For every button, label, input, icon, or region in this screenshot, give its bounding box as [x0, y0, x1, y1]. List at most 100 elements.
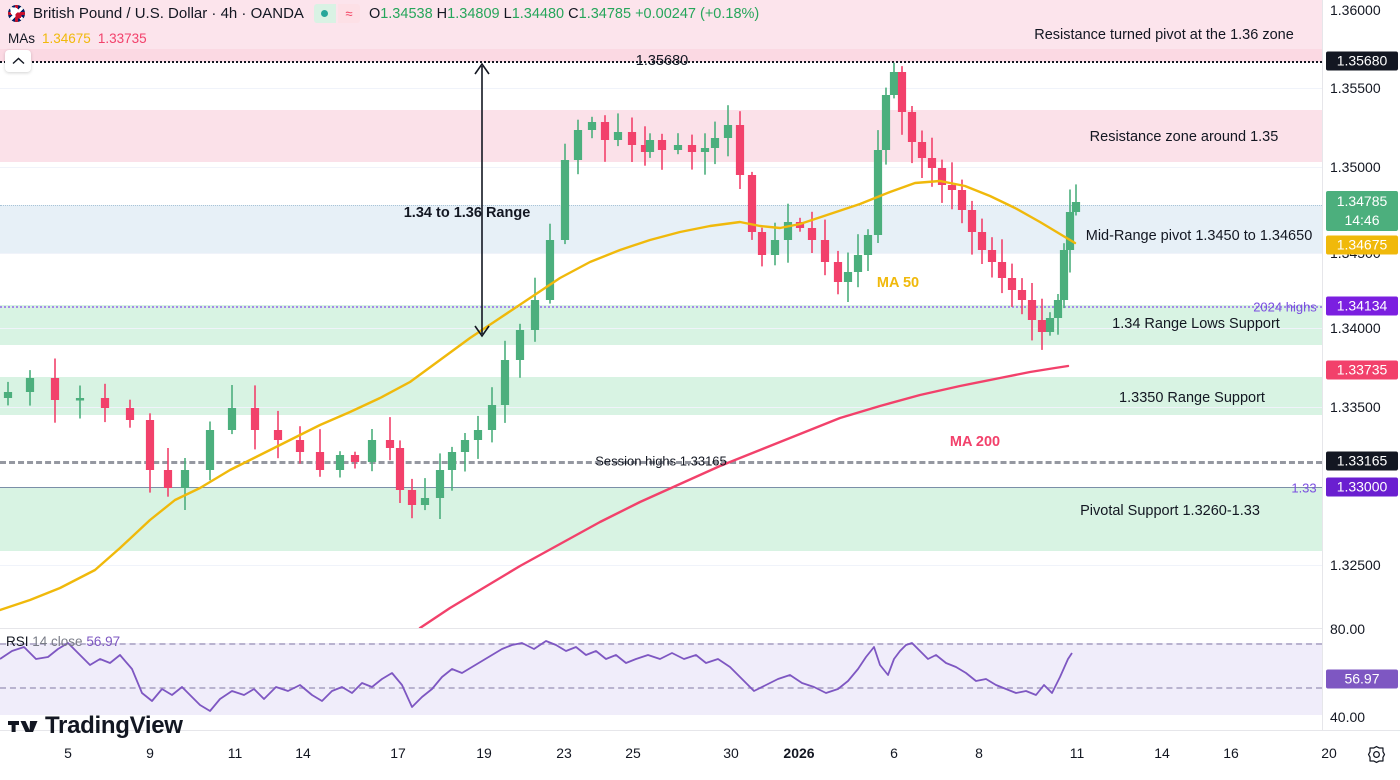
current-price-badge[interactable]: 1.34785 14:46: [1326, 191, 1398, 231]
time-axis-tick: 14: [295, 745, 311, 761]
time-axis-tick: 20: [1321, 745, 1337, 761]
zone-134-range-lows: [0, 305, 1322, 345]
time-axis-tick: 5: [64, 745, 72, 761]
ohlc-low-label: L: [503, 5, 512, 22]
rsi-band: [0, 643, 1322, 715]
annotation-resistance-136[interactable]: Resistance turned pivot at the 1.36 zone: [1034, 27, 1294, 43]
annotation-mid-range-pivot[interactable]: Mid-Range pivot 1.3450 to 1.34650: [1085, 228, 1313, 244]
annotation-session-highs[interactable]: Session highs 1.33165: [595, 453, 727, 469]
price-axis-tick: 1.36000: [1330, 2, 1381, 18]
time-axis-tick: 25: [625, 745, 641, 761]
rsi-axis-tick: 80.00: [1330, 621, 1366, 637]
ohlc-high-value: 1.34809: [447, 5, 500, 22]
time-axis-tick: 19: [476, 745, 492, 761]
ohlc-low-value: 1.34480: [511, 5, 565, 22]
annotation-resistance-135[interactable]: Resistance zone around 1.35: [1089, 129, 1279, 145]
ma200-badge[interactable]: 1.33735: [1326, 360, 1398, 380]
uk-us-flag-icon: [8, 5, 25, 22]
time-axis-tick: 23: [556, 745, 572, 761]
price-badge-value: 1.34785: [1336, 193, 1388, 209]
session-highs-badge[interactable]: 1.33165: [1326, 451, 1398, 471]
time-axis-tick: 11: [227, 745, 243, 761]
time-axis-tick: 9: [146, 745, 154, 761]
time-axis-tick: 30: [723, 745, 739, 761]
ma200-legend-value: 1.33735: [97, 30, 147, 46]
time-axis-tick: 8: [975, 745, 983, 761]
level-line-range-top: [0, 61, 1322, 63]
rsi-value-badge[interactable]: 56.97: [1326, 669, 1398, 689]
2024-highs-badge[interactable]: 1.34134: [1326, 296, 1398, 316]
zone-pivotal-support: [0, 487, 1322, 551]
annotation-134-range-lows[interactable]: 1.34 Range Lows Support: [1112, 316, 1280, 332]
annotation-ma200[interactable]: MA 200: [949, 434, 1001, 450]
candlestick-series: [0, 62, 1081, 628]
ohlc-change: +0.00247 (+0.18%): [635, 5, 760, 22]
pivot-133-badge[interactable]: 1.33000: [1326, 477, 1398, 497]
range-measure-arrow: [474, 62, 490, 338]
ma50-legend-value: 1.34675: [42, 30, 91, 46]
time-axis-tick: 11: [1069, 745, 1085, 761]
price-axis-tick: 1.35500: [1330, 80, 1381, 96]
chart-legend-main[interactable]: British Pound / U.S. Dollar · 4h · OANDA…: [0, 0, 1322, 27]
level-line-2024-highs: [0, 306, 1322, 308]
mas-label: MAs: [8, 30, 35, 46]
line-dot-icon[interactable]: [313, 4, 336, 23]
price-axis-tick: 1.32500: [1330, 557, 1381, 573]
ohlc-close-value: 1.34785: [578, 5, 632, 22]
rsi-line-series: [0, 640, 1073, 712]
tradingview-logo-text: TradingView: [45, 712, 183, 739]
gridline: [0, 88, 1322, 89]
gridline: [0, 328, 1322, 329]
annotation-range-top-price[interactable]: 1.35680: [635, 53, 689, 69]
rsi-legend-params: 14 close: [32, 634, 83, 649]
rsi-level-30: [0, 687, 1322, 689]
annotation-2024-highs[interactable]: 2024 highs: [1253, 299, 1317, 315]
rsi-legend-value: 56.97: [86, 634, 121, 649]
gridline: [0, 167, 1322, 168]
ohlc-open-label: O: [368, 5, 381, 22]
ma50-badge[interactable]: 1.34675: [1326, 235, 1398, 255]
tradingview-logo-icon: [8, 720, 38, 732]
time-axis-tick: 16: [1223, 745, 1239, 761]
gridline: [0, 565, 1322, 566]
ohlc-open-value: 1.34538: [380, 5, 433, 22]
time-axis[interactable]: 5 9 11 14 17 19 23 25 30 2026 6 8 11 14 16 20: [0, 730, 1400, 780]
zone-mid-range-pivot: [0, 205, 1322, 253]
chevron-up-icon: [12, 57, 24, 65]
time-axis-tick: 14: [1154, 745, 1170, 761]
gridline: [0, 407, 1322, 408]
level-line-mid-range-top: [0, 205, 1322, 206]
price-axis-tick: 1.35000: [1330, 159, 1381, 175]
rsi-level-70: [0, 643, 1322, 645]
annotation-13350-range-support[interactable]: 1.3350 Range Support: [1119, 390, 1265, 406]
zone-13350-range-support: [0, 377, 1322, 415]
symbol-title[interactable]: British Pound / U.S. Dollar · 4h · OANDA: [33, 5, 304, 22]
ohlc-close-label: C: [568, 5, 579, 22]
rsi-axis-tick: 40.00: [1330, 709, 1366, 725]
collapse-legend-button[interactable]: [5, 50, 31, 72]
gear-icon[interactable]: [1367, 745, 1386, 764]
range-top-badge[interactable]: 1.35680: [1326, 51, 1398, 71]
ohlc-values: O1.34538 H1.34809 L1.34480 C1.34785 +0.0…: [369, 6, 759, 22]
rsi-legend-name: RSI: [6, 634, 29, 649]
price-badge-time: 14:46: [1344, 212, 1380, 228]
price-axis-tick: 1.34000: [1330, 320, 1381, 336]
annotation-ma50[interactable]: MA 50: [876, 275, 920, 291]
annotation-range-134-136[interactable]: 1.34 to 1.36 Range: [403, 205, 531, 221]
rsi-pane[interactable]: [0, 628, 1322, 730]
zone-resistance-135: [0, 110, 1322, 162]
level-line-pivot-133: [0, 487, 1322, 488]
rsi-legend[interactable]: RSI 14 close 56.97: [6, 634, 120, 649]
annotation-pivotal-support[interactable]: Pivotal Support 1.3260-1.33: [1080, 503, 1260, 519]
chart-legend-mas[interactable]: MAs 1.34675 1.33735: [0, 27, 1322, 49]
chart-style-toggle[interactable]: ≈: [313, 4, 360, 23]
annotation-133-level[interactable]: 1.33: [1291, 480, 1317, 496]
ohlc-high-label: H: [436, 5, 448, 22]
wave-icon[interactable]: ≈: [337, 4, 360, 23]
price-axis[interactable]: 1.360001.355001.350001.345001.340001.335…: [1322, 0, 1400, 730]
tradingview-logo[interactable]: TradingView: [8, 712, 183, 740]
time-axis-tick: 17: [390, 745, 406, 761]
time-axis-tick: 2026: [783, 745, 815, 761]
price-chart-pane[interactable]: [0, 0, 1322, 628]
